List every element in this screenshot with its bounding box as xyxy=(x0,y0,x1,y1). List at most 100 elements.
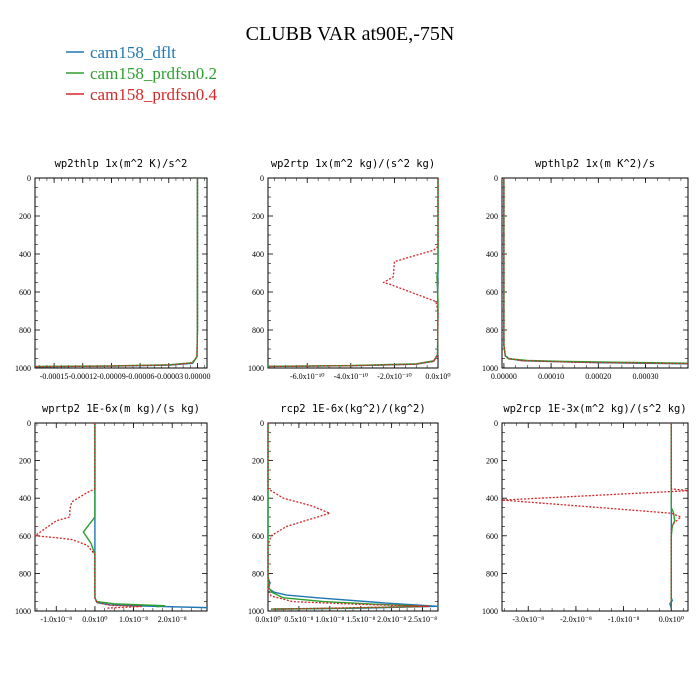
x-tick-label: 0.00030 xyxy=(633,372,659,381)
series-line-cam158_dflt xyxy=(34,178,199,368)
legend-entry: cam158_prdfsn0.4 xyxy=(90,85,218,104)
y-tick-label: 600 xyxy=(252,532,264,541)
panel-2: wp2rtp 1x(m^2 kg)/(s^2 kg) 0 200 400 600 800 1… xyxy=(248,158,451,381)
y-tick-label: 200 xyxy=(252,212,264,221)
x-tick-label: 2.0x10⁻⁸ xyxy=(158,615,187,624)
plot-frame xyxy=(34,422,208,612)
plot-frame xyxy=(34,177,208,369)
y-tick-label: 400 xyxy=(252,494,264,503)
panel-title: wpthlp2 1x(m K^2)/s xyxy=(535,158,655,170)
series-line-cam158_dflt xyxy=(267,178,439,368)
y-tick-label: 200 xyxy=(19,457,31,466)
y-tick-label: 1000 xyxy=(15,607,31,616)
x-tick-label: -1.0x10⁻⁸ xyxy=(608,615,640,624)
x-tick-label: -6.0x10⁻¹⁰ xyxy=(290,372,325,381)
panel-6: wp2rcp 1E-3x(m^2 kg)/(s^2 kg) 0 200 400 600 8… xyxy=(482,403,689,624)
x-tick-label: -0.00009 xyxy=(97,372,126,381)
x-tick-label: 0.00020 xyxy=(585,372,611,381)
series-line-cam158_dflt xyxy=(267,423,439,610)
series-line-cam158_dflt xyxy=(94,423,208,609)
legend-entry: cam158_prdfsn0.2 xyxy=(90,64,217,83)
legend-entry: cam158_dflt xyxy=(90,43,176,62)
series-line-cam158_prdfsn0.2 xyxy=(267,178,439,367)
panel-title: wp2thlp 1x(m^2 K)/s^2 xyxy=(55,158,188,170)
y-tick-label: 200 xyxy=(486,457,498,466)
x-tick-label: -0.00012 xyxy=(68,372,97,381)
x-tick-label: 0.00010 xyxy=(538,372,564,381)
y-tick-label: 1000 xyxy=(482,364,498,373)
y-tick-label: 800 xyxy=(19,326,31,335)
series-line-cam158_prdfsn0.4 xyxy=(267,178,439,368)
series-line-cam158_dflt xyxy=(503,178,689,365)
x-tick-label: -2.0x10⁻¹⁰ xyxy=(377,372,412,381)
y-tick-label: 400 xyxy=(19,494,31,503)
x-tick-label: 1.0x10⁻⁸ xyxy=(315,615,344,624)
y-tick-label: 0 xyxy=(494,419,498,428)
y-tick-label: 1000 xyxy=(248,607,264,616)
y-tick-label: 0 xyxy=(27,419,31,428)
panel-5: rcp2 1E-6x(kg^2)/(kg^2) 0 200 400 600 800 1000… xyxy=(248,403,439,624)
x-tick-label: -4.0x10⁻¹⁰ xyxy=(334,372,369,381)
y-tick-label: 600 xyxy=(19,288,31,297)
plot-frame xyxy=(267,422,439,612)
y-tick-label: 800 xyxy=(252,326,264,335)
x-tick-label: -3.0x10⁻⁸ xyxy=(512,615,544,624)
panel-title: wp2rcp 1E-3x(m^2 kg)/(s^2 kg) xyxy=(503,403,686,415)
series-line-cam158_prdfsn0.4 xyxy=(34,178,199,368)
series-line-cam158_prdfsn0.4 xyxy=(34,423,142,609)
y-tick-label: 600 xyxy=(19,532,31,541)
panel-1: wp2thlp 1x(m^2 K)/s^2 0 200 400 600 800 1000 -0… xyxy=(15,158,210,381)
y-tick-label: 1000 xyxy=(482,607,498,616)
panels: wp2thlp 1x(m^2 K)/s^2 0 200 400 600 800 1000 -0… xyxy=(15,158,689,624)
x-tick-label: 0.0x10⁰ xyxy=(82,615,107,624)
y-tick-label: 400 xyxy=(486,250,498,259)
y-tick-label: 400 xyxy=(486,494,498,503)
y-tick-label: 600 xyxy=(486,532,498,541)
x-tick-label: 0.0x10⁰ xyxy=(425,372,450,381)
x-tick-label: 1.0x10⁻⁸ xyxy=(119,615,148,624)
panel-title: rcp2 1E-6x(kg^2)/(kg^2) xyxy=(280,403,425,415)
panel-title: wp2rtp 1x(m^2 kg)/(s^2 kg) xyxy=(271,158,435,170)
y-tick-label: 0 xyxy=(27,174,31,183)
series-line-cam158_prdfsn0.4 xyxy=(503,178,689,365)
y-tick-label: 400 xyxy=(19,250,31,259)
series-line-cam158_prdfsn0.2 xyxy=(503,178,689,364)
panel-4: wprtp2 1E-6x(m kg)/(s kg) 0 200 400 600 800 10… xyxy=(15,403,208,624)
y-tick-label: 0 xyxy=(494,174,498,183)
y-tick-label: 800 xyxy=(486,569,498,578)
x-tick-label: -0.00003 xyxy=(154,372,183,381)
x-tick-label: 2.5x10⁻⁸ xyxy=(408,615,437,624)
y-tick-label: 0 xyxy=(260,174,264,183)
x-tick-label: 0.0x10⁰ xyxy=(659,615,684,624)
y-tick-label: 600 xyxy=(486,288,498,297)
y-tick-label: 1000 xyxy=(248,364,264,373)
plot-frame xyxy=(501,422,689,612)
series-line-cam158_prdfsn0.2 xyxy=(34,178,199,368)
y-tick-label: 1000 xyxy=(15,364,31,373)
x-tick-label: 0.5x10⁻⁸ xyxy=(284,615,313,624)
x-tick-label: 1.5x10⁻⁸ xyxy=(346,615,375,624)
y-tick-label: 400 xyxy=(252,250,264,259)
x-tick-label: -1.0x10⁻⁸ xyxy=(40,615,72,624)
y-tick-label: 200 xyxy=(252,457,264,466)
y-tick-label: 200 xyxy=(486,212,498,221)
panel-3: wpthlp2 1x(m K^2)/s020040060080010000.00… xyxy=(482,158,689,381)
figure-title: CLUBB VAR at90E,-75N xyxy=(246,23,455,45)
legend: cam158_dflt cam158_prdfsn0.2 cam158_prdfsn… xyxy=(66,43,218,104)
x-tick-label: 0.00000 xyxy=(491,372,517,381)
series-line-cam158_prdfsn0.4 xyxy=(501,423,689,610)
plot-frame xyxy=(501,177,689,369)
plot-frame xyxy=(267,177,439,369)
y-tick-label: 600 xyxy=(252,288,264,297)
panel-title: wprtp2 1E-6x(m kg)/(s kg) xyxy=(42,403,200,415)
x-tick-label: -2.0x10⁻⁸ xyxy=(560,615,592,624)
y-tick-label: 800 xyxy=(19,569,31,578)
y-tick-label: 200 xyxy=(19,212,31,221)
series-line-cam158_prdfsn0.4 xyxy=(267,423,430,610)
x-tick-label: -0.00006 xyxy=(126,372,155,381)
x-tick-label: 0.00000 xyxy=(184,372,210,381)
y-tick-label: 0 xyxy=(260,419,264,428)
x-tick-label: 0.0x10⁰ xyxy=(255,615,280,624)
y-tick-label: 800 xyxy=(252,569,264,578)
